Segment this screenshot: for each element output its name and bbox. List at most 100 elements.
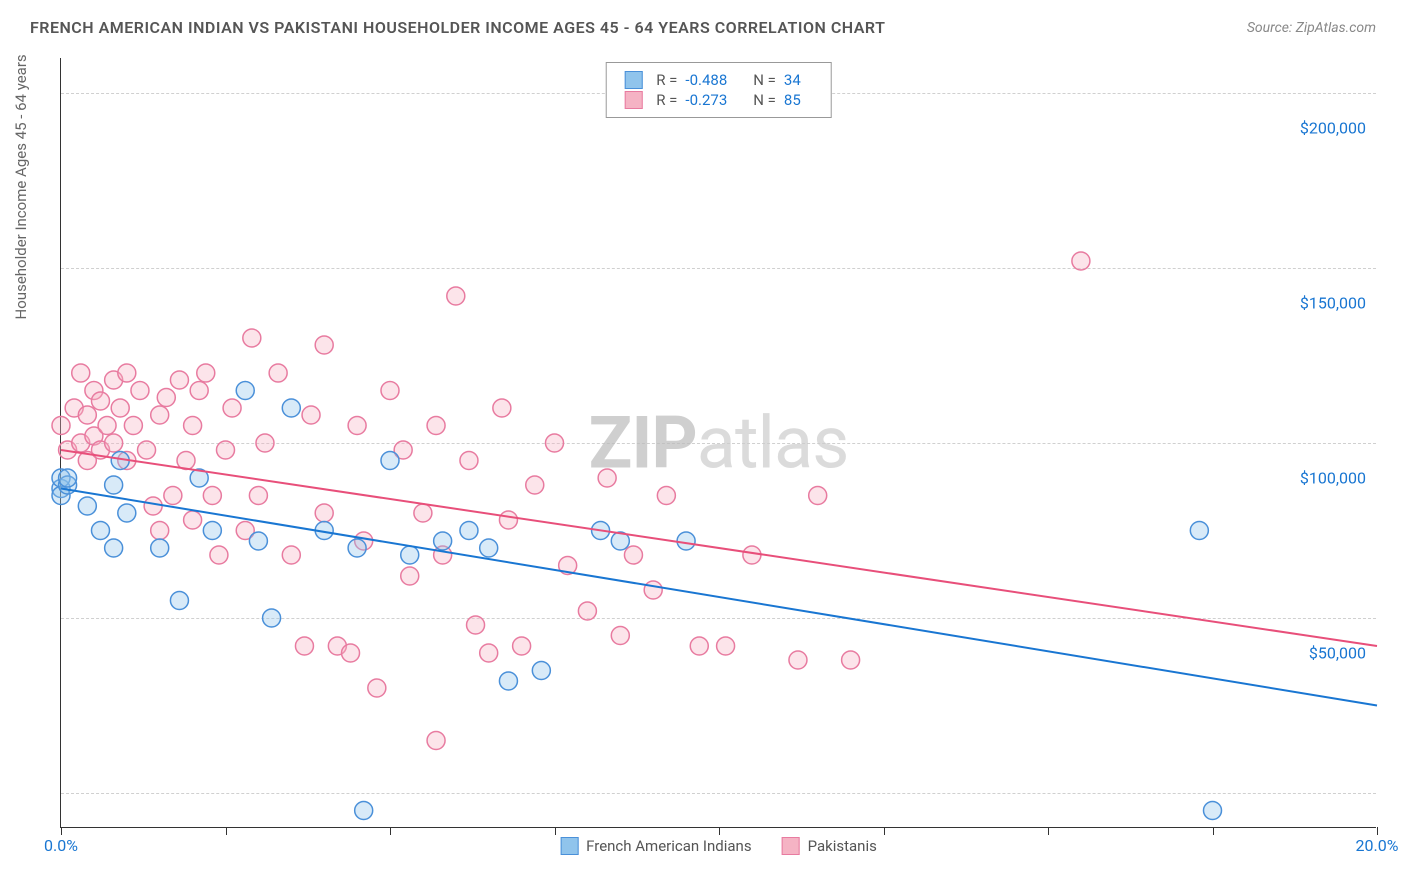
legend-r-value-0: -0.488 <box>685 71 727 89</box>
x-tick <box>61 827 62 835</box>
scatter-point <box>118 364 136 382</box>
legend-swatch-bottom-1 <box>782 837 800 855</box>
legend-r-value-1: -0.273 <box>685 91 727 109</box>
scatter-point <box>236 382 254 400</box>
scatter-point <box>427 732 445 750</box>
scatter-point <box>460 522 478 540</box>
scatter-point <box>342 644 360 662</box>
scatter-point <box>743 546 761 564</box>
scatter-point <box>157 389 175 407</box>
x-tick-label: 20.0% <box>1356 836 1399 855</box>
scatter-point <box>170 371 188 389</box>
scatter-point <box>401 546 419 564</box>
scatter-point <box>197 364 215 382</box>
scatter-point <box>480 539 498 557</box>
legend-swatch-1 <box>624 91 642 109</box>
x-tick <box>1213 827 1214 835</box>
scatter-point <box>151 406 169 424</box>
chart-plot-area: Householder Income Ages 45 - 64 years $5… <box>60 58 1376 828</box>
scatter-point <box>460 452 478 470</box>
scatter-point <box>644 581 662 599</box>
chart-title: FRENCH AMERICAN INDIAN VS PAKISTANI HOUS… <box>30 18 885 37</box>
legend-row-series-0: R = -0.488 N = 34 <box>624 71 813 89</box>
legend-item-0: French American Indians <box>560 837 751 855</box>
scatter-point <box>717 637 735 655</box>
scatter-point <box>138 441 156 459</box>
scatter-point <box>184 511 202 529</box>
scatter-point <box>78 406 96 424</box>
scatter-point <box>105 476 123 494</box>
scatter-point <box>249 487 267 505</box>
legend-item-1: Pakistanis <box>782 837 877 855</box>
scatter-point <box>381 382 399 400</box>
legend-n-value-0: 34 <box>784 71 801 89</box>
scatter-point <box>223 399 241 417</box>
scatter-point <box>315 336 333 354</box>
scatter-point <box>59 469 77 487</box>
scatter-point <box>190 382 208 400</box>
scatter-point <box>105 539 123 557</box>
scatter-point <box>91 392 109 410</box>
scatter-point <box>624 546 642 564</box>
legend-r-label-1: R = <box>656 91 677 109</box>
series-legend: French American Indians Pakistanis <box>560 837 877 855</box>
scatter-point <box>578 602 596 620</box>
scatter-point <box>598 469 616 487</box>
scatter-point <box>164 487 182 505</box>
scatter-point <box>789 651 807 669</box>
scatter-point <box>611 627 629 645</box>
scatter-point <box>315 504 333 522</box>
scatter-point <box>263 609 281 627</box>
scatter-point <box>203 522 221 540</box>
scatter-point <box>105 434 123 452</box>
chart-header: FRENCH AMERICAN INDIAN VS PAKISTANI HOUS… <box>0 0 1406 47</box>
scatter-point <box>467 616 485 634</box>
scatter-point <box>144 497 162 515</box>
legend-n-label-1: N = <box>753 91 776 109</box>
x-tick <box>226 827 227 835</box>
legend-swatch-bottom-0 <box>560 837 578 855</box>
scatter-point <box>480 644 498 662</box>
scatter-point <box>151 522 169 540</box>
legend-n-label-0: N = <box>753 71 776 89</box>
legend-r-label-0: R = <box>656 71 677 89</box>
scatter-point <box>434 532 452 550</box>
scatter-point <box>493 399 511 417</box>
scatter-point <box>414 504 432 522</box>
scatter-point <box>381 452 399 470</box>
scatter-point <box>282 399 300 417</box>
scatter-point <box>677 532 695 550</box>
scatter-point <box>124 417 142 435</box>
scatter-point <box>217 441 235 459</box>
scatter-point <box>295 637 313 655</box>
scatter-point <box>532 662 550 680</box>
source-attribution: Source: ZipAtlas.com <box>1247 20 1376 36</box>
legend-swatch-0 <box>624 71 642 89</box>
x-tick-label: 0.0% <box>44 836 78 855</box>
legend-label-1: Pakistanis <box>808 837 877 855</box>
legend-label-0: French American Indians <box>586 837 751 855</box>
scatter-point <box>78 497 96 515</box>
scatter-point <box>151 539 169 557</box>
legend-row-series-1: R = -0.273 N = 85 <box>624 91 813 109</box>
scatter-point <box>355 802 373 820</box>
x-tick <box>719 827 720 835</box>
x-tick <box>1377 827 1378 835</box>
scatter-point <box>1072 252 1090 270</box>
correlation-legend: R = -0.488 N = 34 R = -0.273 N = 85 <box>605 62 832 118</box>
scatter-point <box>111 399 129 417</box>
scatter-point <box>348 539 366 557</box>
x-tick <box>884 827 885 835</box>
scatter-point <box>52 417 70 435</box>
scatter-point <box>98 417 116 435</box>
scatter-point <box>657 487 675 505</box>
scatter-point <box>401 567 419 585</box>
scatter-point <box>118 504 136 522</box>
x-tick <box>555 827 556 835</box>
scatter-point <box>131 382 149 400</box>
scatter-point <box>526 476 544 494</box>
scatter-point <box>348 417 366 435</box>
scatter-point <box>72 364 90 382</box>
scatter-point <box>91 522 109 540</box>
scatter-point <box>256 434 274 452</box>
